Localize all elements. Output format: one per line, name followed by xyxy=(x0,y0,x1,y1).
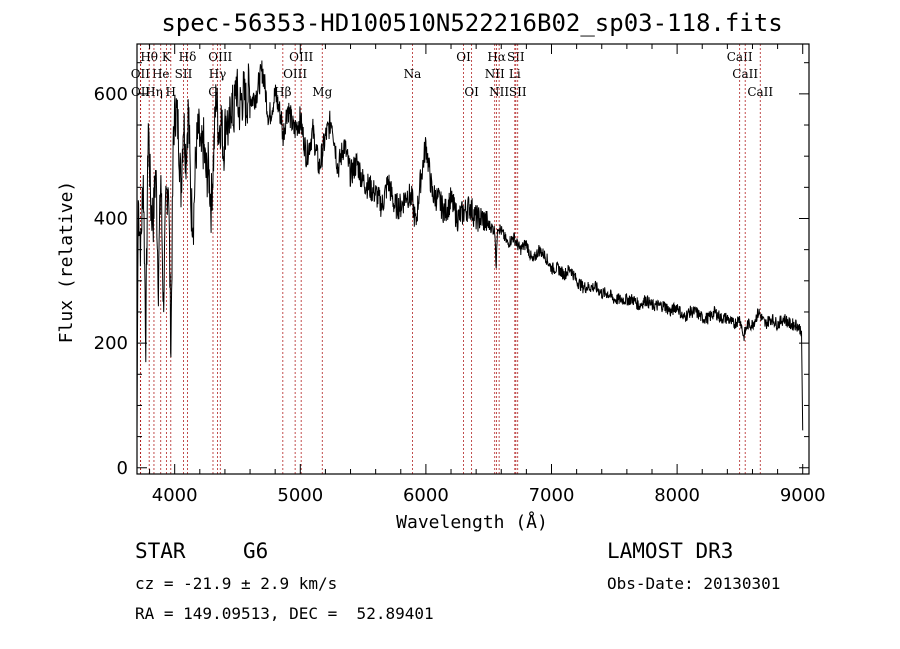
object-class: STAR xyxy=(135,539,186,563)
flux-series-layer xyxy=(136,60,804,431)
line-label-10: Hγ xyxy=(209,67,227,81)
line-label-2: OII xyxy=(131,85,151,99)
line-label-24: SII xyxy=(509,85,527,99)
line-label-3: He xyxy=(152,67,170,81)
axis-ticks: 4000 5000 6000 7000 8000 9000 0 200 400 600 xyxy=(94,44,826,506)
line-label-8: Hδ xyxy=(179,50,197,64)
chart-title: spec-56353-HD100510N522216B02_sp03-118.f… xyxy=(161,9,782,37)
line-label-18: OI xyxy=(464,85,479,99)
line-label-25: CaII xyxy=(727,50,753,64)
line-label-15: Mg xyxy=(312,85,332,99)
flux-series-line xyxy=(136,60,804,431)
y-tick-label-0: 0 xyxy=(117,458,128,479)
x-axis-label: Wavelength (Å) xyxy=(396,511,548,533)
survey-name: LAMOST DR3 xyxy=(607,539,734,563)
line-label-13: OIII xyxy=(283,67,307,81)
line-label-4: Hη xyxy=(145,85,163,99)
line-label-16: Na xyxy=(404,67,422,81)
x-tick-label-7000: 7000 xyxy=(529,485,575,506)
x-tick-label-8000: 8000 xyxy=(654,485,700,506)
x-tick-label-6000: 6000 xyxy=(403,485,449,506)
line-label-26: CaII xyxy=(732,67,758,81)
line-label-27: CaII xyxy=(747,85,773,99)
line-label-12: OIII xyxy=(289,50,313,64)
ra-dec: RA = 149.09513, DEC = 52.89401 xyxy=(135,604,434,623)
line-label-9: OIII xyxy=(208,50,232,64)
line-label-17: OI xyxy=(456,50,471,64)
line-label-23: NII xyxy=(489,85,509,99)
y-tick-label-400: 400 xyxy=(94,208,128,229)
x-tick-label-4000: 4000 xyxy=(152,485,198,506)
x-tick-label-5000: 5000 xyxy=(277,485,323,506)
line-label-21: NII xyxy=(485,67,505,81)
line-label-14: Hβ xyxy=(274,85,291,99)
line-label-20: SII xyxy=(507,50,525,64)
line-label-0: Hθ xyxy=(140,50,158,64)
x-tick-label-9000: 9000 xyxy=(780,485,826,506)
line-label-22: Li xyxy=(509,67,521,81)
plot-frame xyxy=(136,43,810,475)
y-tick-label-600: 600 xyxy=(94,84,128,105)
object-subclass: G6 xyxy=(243,539,269,563)
y-tick-label-200: 200 xyxy=(94,333,128,354)
line-label-11: G xyxy=(208,85,218,99)
y-axis-label: Flux (relative) xyxy=(56,181,77,344)
redshift-cz: cz = -21.9 ± 2.9 km/s xyxy=(135,574,338,593)
line-label-19: Hα xyxy=(487,50,506,64)
line-label-5: K xyxy=(162,50,172,64)
obs-date: Obs-Date: 20130301 xyxy=(607,574,781,593)
line-label-6: SII xyxy=(175,67,193,81)
line-label-7: H xyxy=(166,85,176,99)
